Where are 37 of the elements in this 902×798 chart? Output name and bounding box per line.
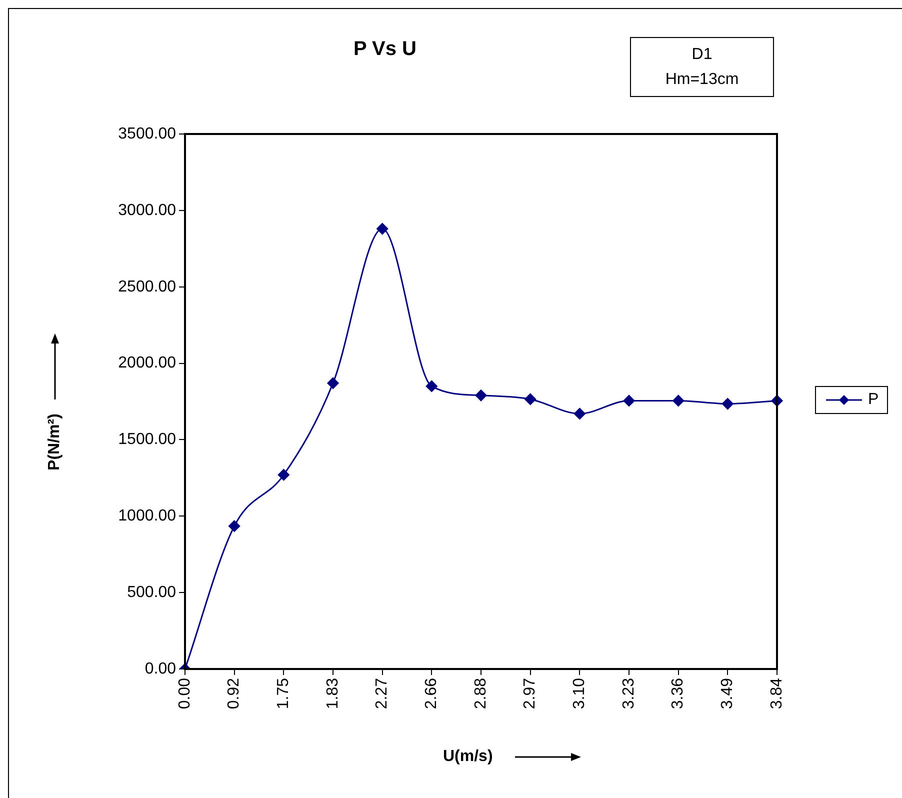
- x-tick-label: 2.88: [472, 678, 490, 710]
- y-axis-title: P(N/m²): [46, 414, 64, 470]
- point: [722, 398, 734, 410]
- y-tick-label: 3500.00: [118, 125, 176, 142]
- x-tick-label: 0.92: [226, 678, 243, 710]
- point: [623, 394, 635, 406]
- chart-title: P Vs U: [352, 38, 418, 61]
- y-tick-label: 2000.00: [118, 354, 176, 372]
- y-tick-label: 1500.00: [118, 431, 176, 448]
- point: [278, 469, 290, 481]
- y-tick-label: 0.00: [144, 660, 176, 678]
- legend-label: P: [868, 391, 879, 409]
- x-tick-label: 3.49: [719, 678, 736, 710]
- x-tick-label: 2.97: [522, 678, 539, 710]
- x-tick-label: 3.84: [768, 678, 786, 710]
- y-tick-label: 500.00: [127, 584, 176, 601]
- point: [524, 393, 536, 405]
- point: [574, 408, 586, 420]
- x-tick-label: 3.23: [620, 678, 638, 710]
- x-tick-label: 2.27: [374, 678, 391, 710]
- x-tick-label: 1.75: [275, 678, 292, 710]
- x-tick-label: 2.66: [423, 678, 440, 710]
- point: [672, 394, 684, 406]
- point: [426, 380, 438, 392]
- point: [376, 223, 388, 235]
- x-axis-title: U(m/s): [443, 748, 493, 766]
- point: [475, 390, 487, 402]
- point: [327, 377, 339, 389]
- text: D1: [690, 45, 714, 65]
- x-tick-label: 3.36: [670, 678, 687, 710]
- point: [228, 520, 240, 532]
- y-tick-label: 1000.00: [118, 508, 176, 525]
- x-tick-label: 1.83: [324, 678, 342, 710]
- y-tick-label: 2500.00: [118, 278, 176, 296]
- x-tick-label: 3.10: [571, 678, 588, 710]
- y-tick-label: 3000.00: [118, 202, 176, 219]
- text: Hm=13cm: [664, 70, 740, 90]
